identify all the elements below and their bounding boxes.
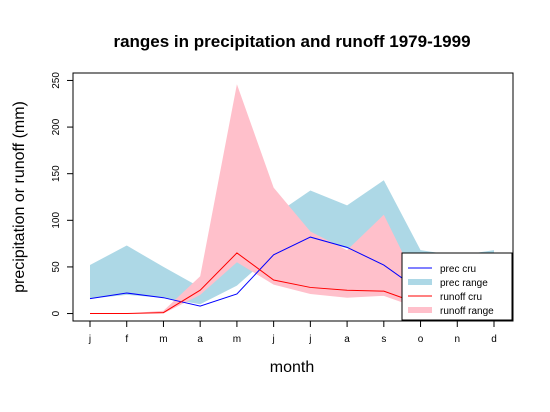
x-tick-label: m: [159, 334, 167, 345]
chart-title: ranges in precipitation and runoff 1979-…: [113, 32, 470, 51]
y-tick-label: 0: [51, 310, 62, 316]
y-tick-label: 200: [51, 118, 62, 135]
x-tick-label: j: [272, 334, 275, 345]
x-tick-label: j: [88, 334, 91, 345]
y-tick-label: 50: [51, 261, 62, 273]
bands: [90, 84, 494, 314]
x-tick-label: a: [344, 334, 350, 345]
x-tick-label: s: [381, 334, 386, 345]
x-tick-label: o: [418, 334, 424, 345]
legend-label: runoff cru: [440, 292, 482, 303]
x-tick-label: f: [125, 334, 128, 345]
legend-label: prec range: [440, 278, 488, 289]
series-band-runoff-range: [90, 84, 494, 314]
x-axis-label: month: [270, 359, 314, 376]
x-tick-label: d: [491, 334, 497, 345]
y-axis: 0 50 100 150 200 250: [51, 72, 74, 316]
y-tick-label: 150: [51, 165, 62, 182]
y-tick-label: 100: [51, 212, 62, 229]
y-tick-label: 250: [51, 72, 62, 89]
x-tick-label: m: [233, 334, 241, 345]
legend-label: prec cru: [440, 264, 476, 275]
x-tick-label: n: [454, 334, 460, 345]
legend: prec cru prec range runoff cru runoff range: [401, 252, 513, 321]
x-tick-label: a: [197, 334, 203, 345]
legend-label: runoff range: [440, 306, 494, 317]
y-axis-label: precipitation or runoff (mm): [11, 101, 28, 293]
x-tick-label: j: [308, 334, 311, 345]
